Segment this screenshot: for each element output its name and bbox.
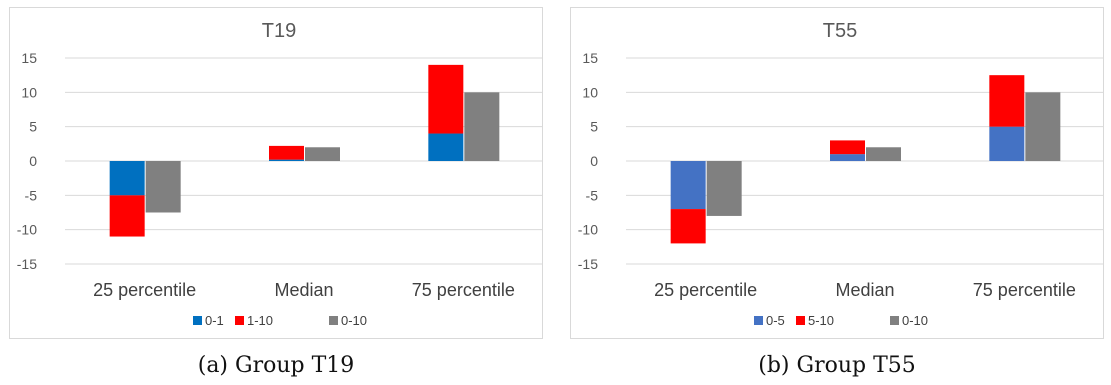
bar-5-10 [830, 140, 865, 155]
bar-0-1 [109, 161, 145, 196]
bar-0-10 [305, 147, 340, 161]
y-tick-label: -5 [586, 187, 599, 203]
chart-title: T55 [823, 20, 857, 42]
legend-swatch [193, 316, 202, 325]
bar-0-1 [269, 159, 304, 161]
legend-swatch [329, 316, 338, 325]
y-tick-label: 0 [590, 153, 598, 169]
y-tick-label: 15 [582, 50, 598, 66]
y-tick-label: -5 [25, 187, 38, 203]
bar-1-10 [269, 145, 304, 160]
y-tick-label: 5 [590, 119, 598, 135]
legend-swatch [890, 316, 899, 325]
legend-swatch [754, 316, 763, 325]
legend-label: 1-10 [247, 313, 273, 328]
chart-panel-t19: T19 -15 -10 -5 0 5 10 15 25 percentile Median 75 p… [9, 0, 549, 385]
bar-0-1 [428, 133, 464, 161]
legend-label: 0-1 [205, 313, 224, 328]
y-tick-label: 0 [29, 153, 37, 169]
bar-0-5 [989, 126, 1025, 161]
x-category-label: 75 percentile [412, 280, 515, 300]
bar-1-10 [109, 195, 145, 237]
bar-0-10 [145, 161, 181, 213]
legend-label: 0-10 [341, 313, 367, 328]
y-tick-label: 10 [21, 84, 37, 100]
chart-panel-t55: T55 -15 -10 -5 0 5 10 15 25 percentile Median 75 p… [570, 0, 1110, 385]
x-category-label: 75 percentile [973, 280, 1076, 300]
chart-frame [9, 7, 543, 339]
bar-0-5 [830, 154, 865, 161]
bar-0-10 [1025, 92, 1061, 161]
bar-0-10 [866, 147, 901, 161]
y-tick-label: 10 [582, 84, 598, 100]
bar-0-10 [464, 92, 500, 161]
y-tick-label: 5 [29, 119, 37, 135]
bar-0-10 [706, 161, 742, 216]
chart-t55: T55 -15 -10 -5 0 5 10 15 25 percentile Median 75 p… [578, 20, 1104, 328]
chart-frame [570, 7, 1104, 339]
bar-5-10 [670, 209, 706, 244]
x-category-label: Median [835, 280, 894, 300]
legend-label: 0-5 [766, 313, 785, 328]
legend-label: 0-10 [902, 313, 928, 328]
legend-label: 5-10 [808, 313, 834, 328]
bar-1-10 [428, 64, 464, 134]
figure-caption: (b) Group T55 [758, 353, 916, 378]
y-tick-label: 15 [21, 50, 37, 66]
legend-swatch [796, 316, 805, 325]
bar-0-5 [670, 161, 706, 210]
y-tick-label: -10 [17, 222, 37, 238]
legend-swatch [235, 316, 244, 325]
chart-t19: T19 -15 -10 -5 0 5 10 15 25 percentile Median 75 p… [17, 20, 543, 328]
y-tick-label: -10 [578, 222, 598, 238]
figure-caption: (a) Group T19 [197, 353, 355, 378]
y-tick-label: -15 [17, 256, 37, 272]
y-tick-label: -15 [578, 256, 598, 272]
bar-5-10 [989, 75, 1025, 127]
x-category-label: 25 percentile [654, 280, 757, 300]
x-category-label: 25 percentile [93, 280, 196, 300]
x-category-label: Median [274, 280, 333, 300]
chart-title: T19 [262, 20, 296, 42]
